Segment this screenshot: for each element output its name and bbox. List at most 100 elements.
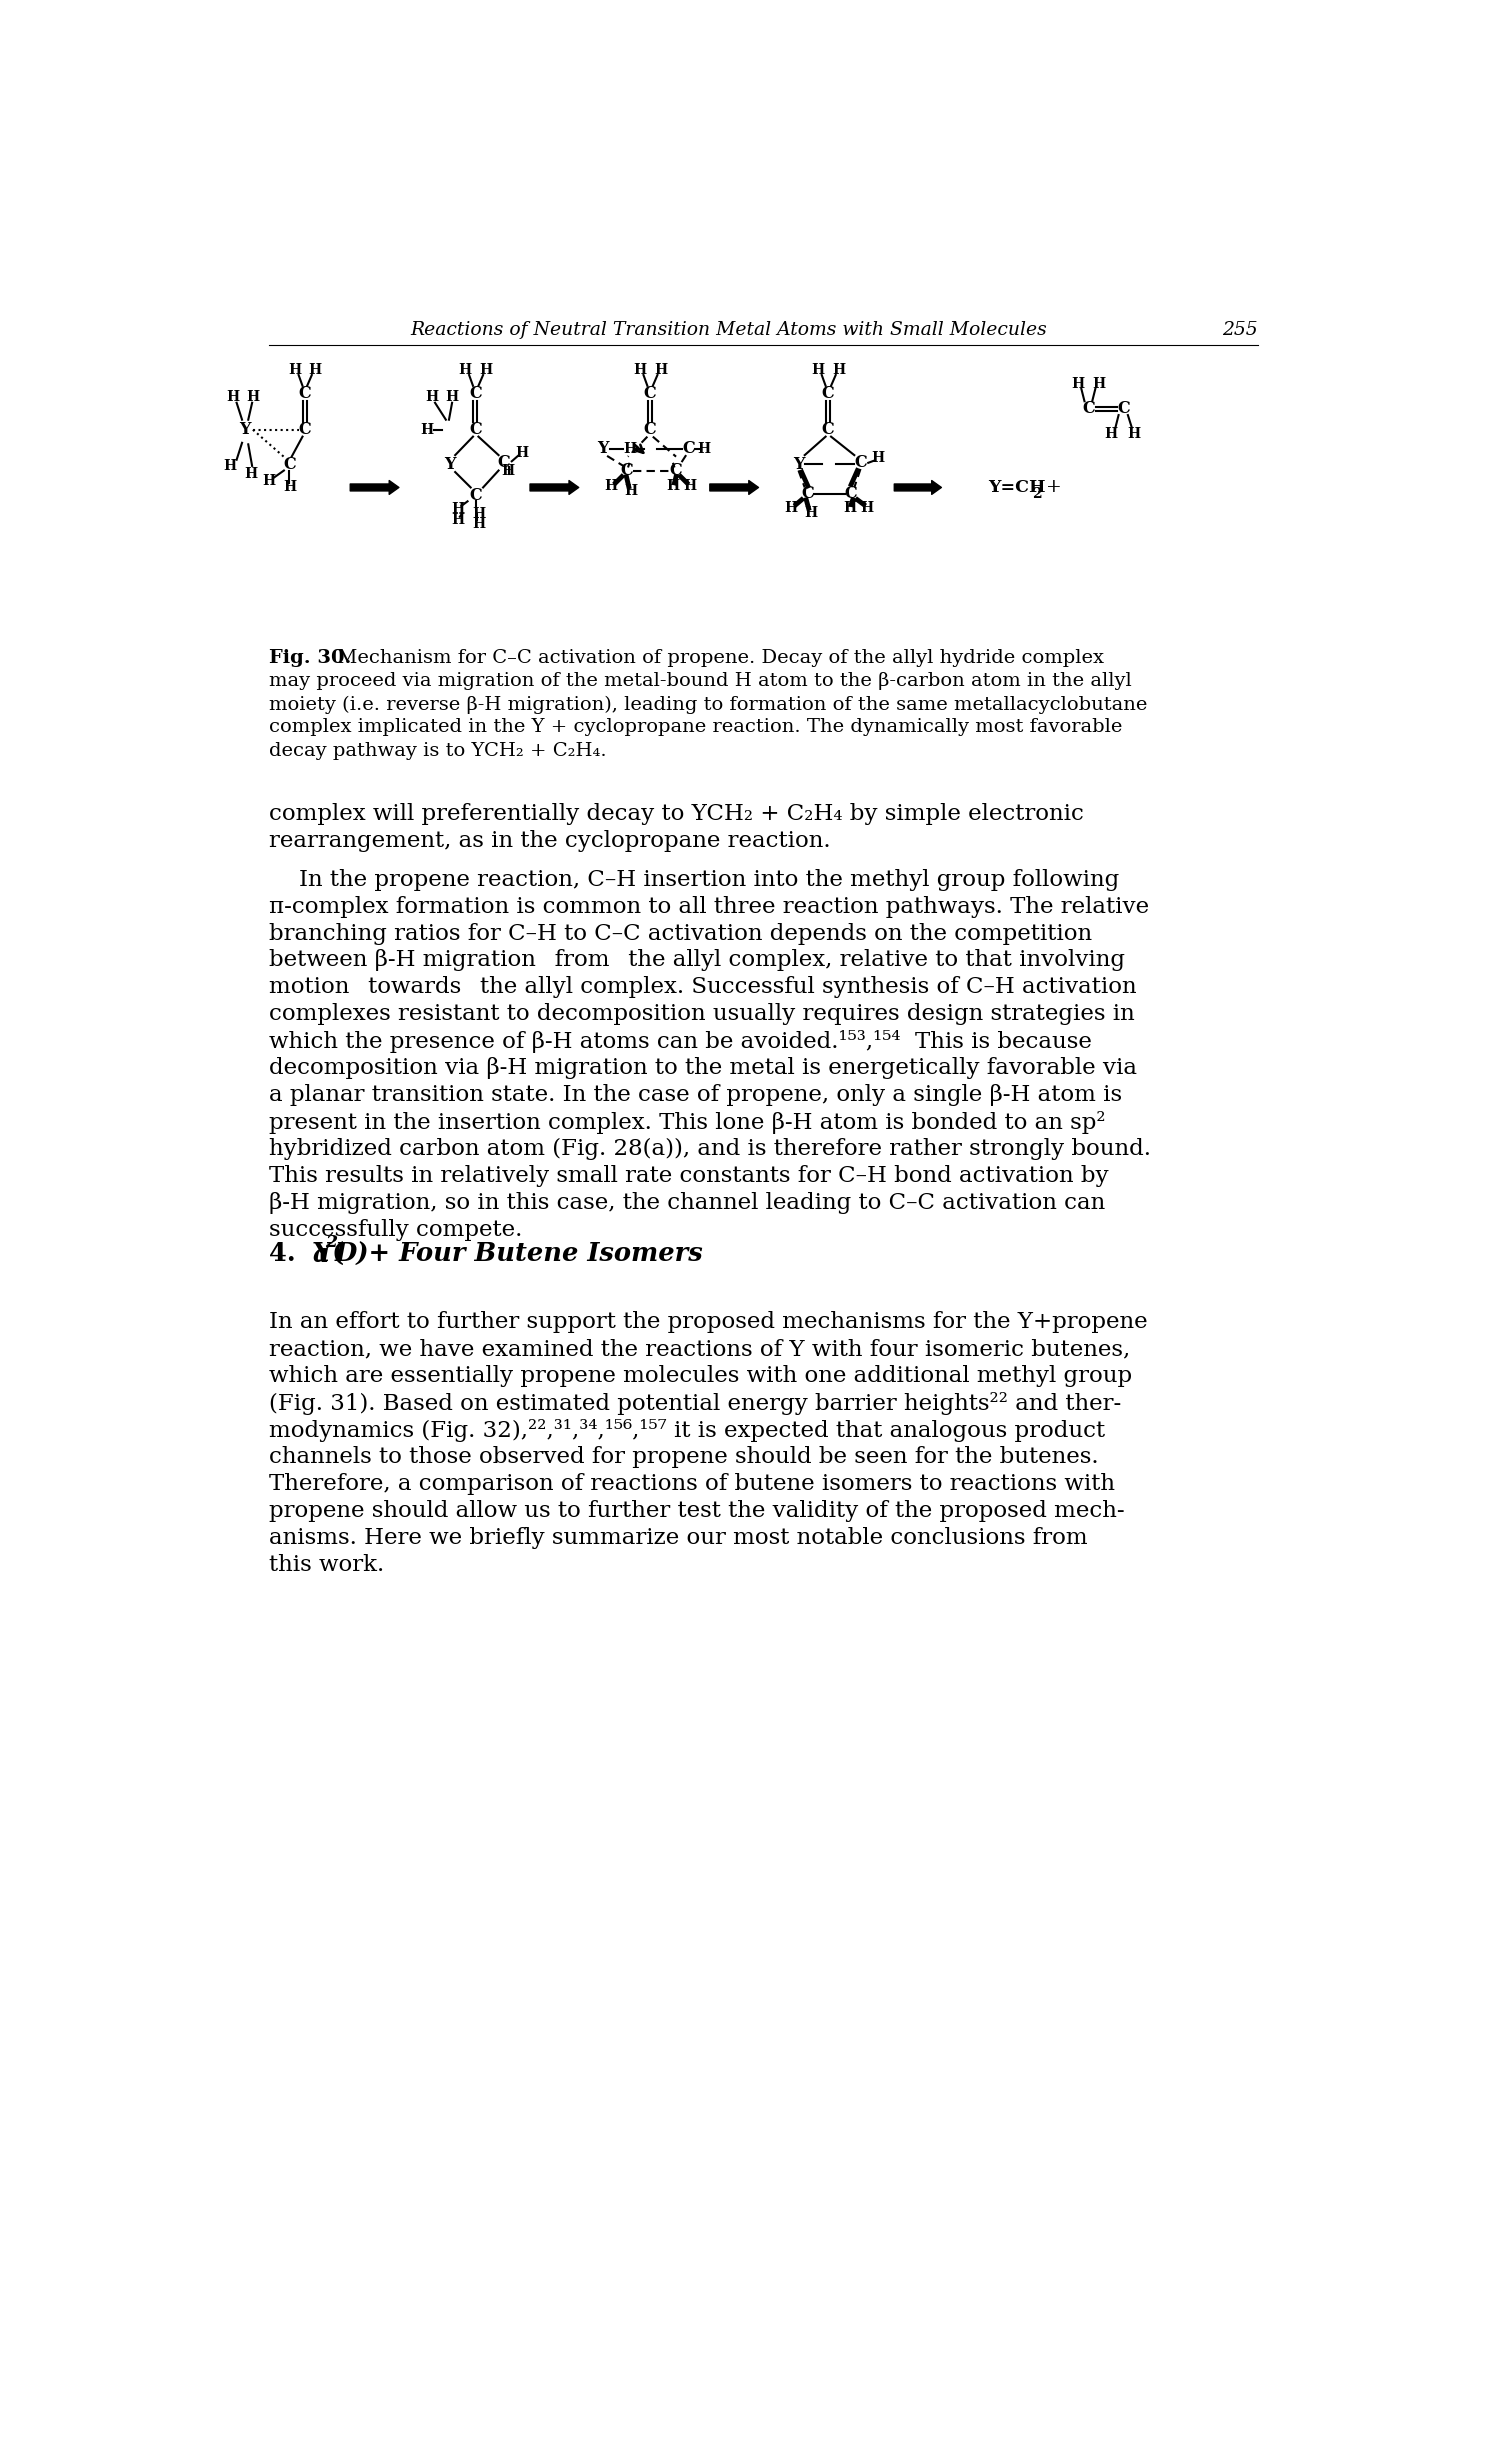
Text: In the propene reaction, C–H insertion into the methyl group following: In the propene reaction, C–H insertion i… (298, 868, 1119, 890)
Text: C: C (682, 440, 694, 457)
Text: reaction, we have examined the reactions of Y with four isomeric butenes,: reaction, we have examined the reactions… (270, 1337, 1131, 1359)
Text: C: C (498, 455, 511, 472)
Text: C: C (283, 455, 295, 472)
Text: 2: 2 (1031, 487, 1042, 501)
Text: (Fig. 31). Based on estimated potential energy barrier heights²² and ther-: (Fig. 31). Based on estimated potential … (270, 1391, 1122, 1416)
Text: C: C (854, 455, 867, 472)
Text: C: C (469, 420, 481, 438)
Text: +: + (1046, 479, 1062, 497)
Text: Y: Y (444, 455, 456, 472)
Text: 255: 255 (1222, 320, 1258, 339)
Text: C: C (845, 484, 858, 501)
Text: H: H (1092, 376, 1106, 391)
Text: H: H (244, 467, 258, 482)
Text: H: H (446, 391, 459, 403)
Text: H: H (516, 445, 529, 460)
Text: 2: 2 (325, 1234, 337, 1251)
Text: Y=CH: Y=CH (988, 479, 1046, 497)
Text: complexes resistant to decomposition usually requires design strategies in: complexes resistant to decomposition usu… (270, 1003, 1135, 1025)
Text: H: H (1104, 428, 1118, 440)
Text: complex will preferentially decay to YCH₂ + C₂H₄ by simple electronic: complex will preferentially decay to YCH… (270, 804, 1085, 826)
Text: H: H (633, 364, 647, 376)
Text: between β-H migration  from  the allyl complex, relative to that involving: between β-H migration from the allyl com… (270, 949, 1125, 971)
Text: H: H (833, 364, 845, 376)
Text: decomposition via β-H migration to the metal is energetically favorable via: decomposition via β-H migration to the m… (270, 1057, 1137, 1079)
Text: a: a (313, 1241, 329, 1266)
Text: H: H (805, 506, 818, 521)
Text: H: H (451, 501, 463, 516)
Text: In an effort to further support the proposed mechanisms for the Y+propene: In an effort to further support the prop… (270, 1313, 1147, 1332)
Text: H: H (246, 391, 259, 403)
Text: H: H (451, 514, 463, 526)
Text: C: C (669, 462, 682, 479)
Text: H: H (472, 506, 484, 521)
Text: Mechanism for C–C activation of propene. Decay of the allyl hydride complex: Mechanism for C–C activation of propene.… (325, 649, 1104, 666)
Text: π-complex formation is common to all three reaction pathways. The relative: π-complex formation is common to all thr… (270, 895, 1149, 917)
Text: H: H (459, 364, 472, 376)
Text: H: H (226, 391, 240, 403)
Text: H: H (262, 474, 276, 489)
Text: motion  towards  the allyl complex. Successful synthesis of C–H activation: motion towards the allyl complex. Succes… (270, 976, 1137, 998)
Text: H: H (684, 479, 696, 494)
Text: C: C (802, 484, 814, 501)
Text: C: C (644, 386, 656, 403)
Text: C: C (1083, 401, 1095, 418)
Text: which are essentially propene molecules with one additional methyl group: which are essentially propene molecules … (270, 1364, 1132, 1386)
Text: successfully compete.: successfully compete. (270, 1219, 523, 1241)
Text: H: H (480, 364, 493, 376)
Text: H: H (288, 364, 301, 376)
Text: Y: Y (597, 440, 609, 457)
Text: β-H migration, so in this case, the channel leading to C–C activation can: β-H migration, so in this case, the chan… (270, 1192, 1106, 1214)
Text: hybridized carbon atom (Fig. 28(a)), and is therefore rather strongly bound.: hybridized carbon atom (Fig. 28(a)), and… (270, 1138, 1152, 1160)
Text: may proceed via migration of the metal-bound H atom to the β-carbon atom in the : may proceed via migration of the metal-b… (270, 671, 1132, 691)
Text: C: C (469, 487, 481, 504)
Text: Fig. 30.: Fig. 30. (270, 649, 352, 666)
Text: rearrangement, as in the cyclopropane reaction.: rearrangement, as in the cyclopropane re… (270, 831, 831, 853)
Text: this work.: this work. (270, 1553, 384, 1576)
Text: propene should allow us to further test the validity of the proposed mech-: propene should allow us to further test … (270, 1499, 1125, 1522)
Text: a planar transition state. In the case of propene, only a single β-H atom is: a planar transition state. In the case o… (270, 1084, 1122, 1106)
Text: H: H (283, 479, 297, 494)
Text: channels to those observed for propene should be seen for the butenes.: channels to those observed for propene s… (270, 1445, 1098, 1467)
Text: C: C (298, 420, 311, 438)
Text: H: H (308, 364, 322, 376)
Text: H: H (472, 516, 484, 531)
Text: which the presence of β-H atoms can be avoided.¹⁵³,¹⁵⁴  This is because: which the presence of β-H atoms can be a… (270, 1030, 1092, 1054)
Text: Y: Y (240, 420, 250, 438)
Text: H: H (1071, 376, 1085, 391)
Text: H: H (654, 364, 668, 376)
Text: present in the insertion complex. This lone β-H atom is bonded to an sp²: present in the insertion complex. This l… (270, 1111, 1106, 1133)
Text: This results in relatively small rate constants for C–H bond activation by: This results in relatively small rate co… (270, 1165, 1109, 1187)
Text: H: H (697, 442, 711, 457)
Text: H: H (425, 391, 438, 403)
Text: C: C (644, 420, 656, 438)
Text: Y: Y (793, 455, 805, 472)
Text: H: H (224, 460, 237, 472)
Text: H: H (812, 364, 824, 376)
Text: H: H (501, 465, 514, 477)
Text: 4.  Y(: 4. Y( (270, 1241, 344, 1266)
Text: H: H (420, 423, 434, 438)
Text: anisms. Here we briefly summarize our most notable conclusions from: anisms. Here we briefly summarize our mo… (270, 1526, 1088, 1549)
Text: H: H (666, 479, 679, 494)
Text: H: H (624, 484, 638, 499)
Text: complex implicated in the Y + cyclopropane reaction. The dynamically most favora: complex implicated in the Y + cyclopropa… (270, 718, 1122, 737)
Text: decay pathway is to YCH₂ + C₂H₄.: decay pathway is to YCH₂ + C₂H₄. (270, 742, 606, 760)
Text: C: C (298, 386, 311, 403)
Text: H: H (623, 442, 636, 457)
Text: C: C (469, 386, 481, 403)
Text: moiety (i.e. reverse β-H migration), leading to formation of the same metallacyc: moiety (i.e. reverse β-H migration), lea… (270, 696, 1147, 713)
Text: Therefore, a comparison of reactions of butene isomers to reactions with: Therefore, a comparison of reactions of … (270, 1472, 1115, 1494)
Text: H: H (843, 501, 857, 516)
Text: C: C (821, 420, 834, 438)
Text: H: H (860, 501, 873, 516)
Text: H: H (872, 452, 885, 465)
Text: branching ratios for C–H to C–C activation depends on the competition: branching ratios for C–H to C–C activati… (270, 922, 1092, 944)
Text: Reactions of Neutral Transition Metal Atoms with Small Molecules: Reactions of Neutral Transition Metal At… (410, 320, 1047, 339)
Text: H: H (784, 501, 797, 516)
Text: C: C (821, 386, 834, 403)
Text: H: H (1128, 428, 1141, 440)
Text: modynamics (Fig. 32),²²,³¹,³⁴,¹⁵⁶,¹⁵⁷ it is expected that analogous product: modynamics (Fig. 32),²²,³¹,³⁴,¹⁵⁶,¹⁵⁷ it… (270, 1418, 1106, 1443)
Text: H: H (605, 479, 617, 494)
Text: C: C (1118, 401, 1131, 418)
